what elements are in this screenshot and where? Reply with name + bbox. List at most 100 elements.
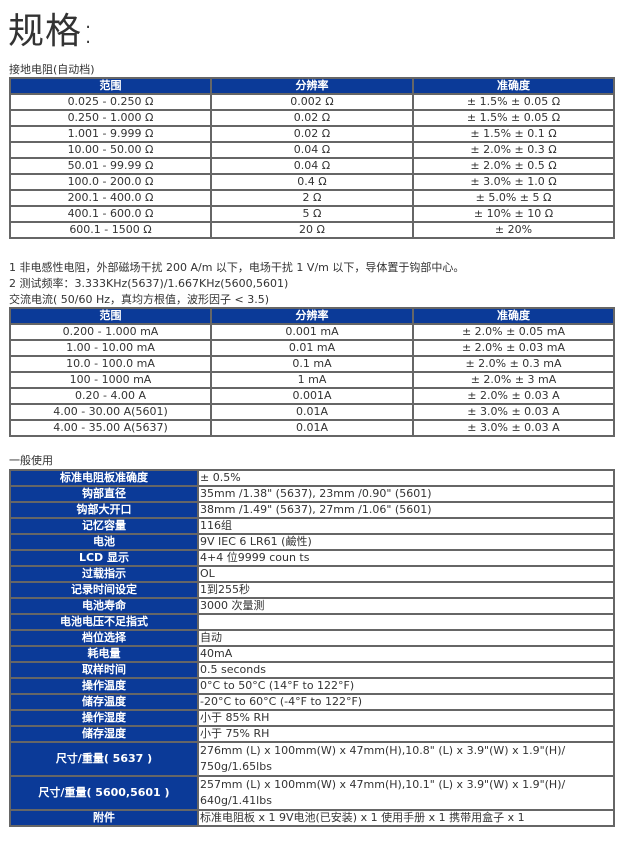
table-row: 4.00 - 30.00 A(5601) 0.01A ± 3.0% ± 0.03 A [9, 403, 615, 421]
cell-resolution: 0.4 Ω [210, 173, 414, 191]
cell-accuracy: ± 2.0% ± 0.3 mA [412, 355, 615, 373]
cell-accuracy: ± 1.5% ± 0.05 Ω [412, 109, 615, 127]
ac-current-table: 范围 分辨率 准确度 0.200 - 1.000 mA 0.001 mA ± 2.0… [9, 307, 615, 437]
spec-label: 储存湿度 [9, 725, 199, 743]
table-row: 0.250 - 1.000 Ω 0.02 Ω ± 1.5% ± 0.05 Ω [9, 109, 615, 127]
spec-row: 电池 9V IEC 6 LR61 (鹼性) [9, 533, 615, 551]
general-caption: 一般使用 [9, 454, 53, 467]
spec-label: 操作温度 [9, 677, 199, 695]
spec-label: 电池 [9, 533, 199, 551]
spec-value: 257mm (L) x 100mm(W) x 47mm(H),10.1" (L)… [197, 775, 615, 811]
ground-resistance-table: 范围 分辨率 准确度 0.025 - 0.250 Ω 0.002 Ω ± 1.5% … [9, 77, 615, 239]
spec-label: 尺寸/重量( 5600,5601 ) [9, 775, 199, 811]
spec-label: LCD 显示 [9, 549, 199, 567]
spec-row: 操作湿度 小于 85% RH [9, 709, 615, 727]
cell-resolution: 1 mA [210, 371, 414, 389]
spec-value: 小于 75% RH [197, 725, 615, 743]
spec-label: 档位选择 [9, 629, 199, 647]
spec-label: 取样时间 [9, 661, 199, 679]
general-spec-table: 标准电阻板准确度 ± 0.5% 钩部直径 35mm /1.38" (5637), 23… [9, 469, 615, 827]
cell-resolution: 20 Ω [210, 221, 414, 239]
spec-value: 0°C to 50°C (14°F to 122°F) [197, 677, 615, 695]
spec-row: 尺寸/重量( 5637 ) 276mm (L) x 100mm(W) x 47mm… [9, 741, 615, 777]
table-row: 100.0 - 200.0 Ω 0.4 Ω ± 3.0% ± 1.0 Ω [9, 173, 615, 191]
cell-accuracy: ± 2.0% ± 0.03 mA [412, 339, 615, 357]
cell-resolution: 0.04 Ω [210, 157, 414, 175]
cell-range: 0.025 - 0.250 Ω [9, 93, 212, 111]
spec-label: 尺寸/重量( 5637 ) [9, 741, 199, 777]
cell-range: 0.20 - 4.00 A [9, 387, 212, 405]
spec-value: 小于 85% RH [197, 709, 615, 727]
cell-resolution: 2 Ω [210, 189, 414, 207]
cell-resolution: 0.001A [210, 387, 414, 405]
table-row: 1.00 - 10.00 mA 0.01 mA ± 2.0% ± 0.03 mA [9, 339, 615, 357]
spec-value: 自动 [197, 629, 615, 647]
spec-row: 储存湿度 小于 75% RH [9, 725, 615, 743]
spec-row: 储存温度 -20°C to 60°C (-4°F to 122°F) [9, 693, 615, 711]
table-row: 0.20 - 4.00 A 0.001A ± 2.0% ± 0.03 A [9, 387, 615, 405]
cell-accuracy: ± 1.5% ± 0.05 Ω [412, 93, 615, 111]
spec-value: 1到255秒 [197, 581, 615, 599]
cell-range: 1.00 - 10.00 mA [9, 339, 212, 357]
cell-accuracy: ± 2.0% ± 0.3 Ω [412, 141, 615, 159]
spec-value: 38mm /1.49" (5637), 27mm /1.06" (5601) [197, 501, 615, 519]
footnote-2: 2 测试频率：3.333KHz(5637)/1.667KHz(5600,5601… [9, 277, 289, 290]
spec-label: 记忆容量 [9, 517, 199, 535]
cell-accuracy: ± 2.0% ± 0.05 mA [412, 323, 615, 341]
footnote-1: 1 非电感性电阻，外部磁场干扰 200 A/m 以下，电场干扰 1 V/m 以下… [9, 261, 465, 274]
cell-resolution: 5 Ω [210, 205, 414, 223]
spec-row: 档位选择 自动 [9, 629, 615, 647]
cell-accuracy: ± 20% [412, 221, 615, 239]
spec-value: 4+4 位9999 coun ts [197, 549, 615, 567]
header-accuracy: 准确度 [412, 307, 615, 325]
spec-label: 标准电阻板准确度 [9, 469, 199, 487]
spec-label: 记录时间设定 [9, 581, 199, 599]
cell-accuracy: ± 3.0% ± 1.0 Ω [412, 173, 615, 191]
table-row: 10.00 - 50.00 Ω 0.04 Ω ± 2.0% ± 0.3 Ω [9, 141, 615, 159]
spec-row: 尺寸/重量( 5600,5601 ) 257mm (L) x 100mm(W) x… [9, 775, 615, 811]
cell-range: 200.1 - 400.0 Ω [9, 189, 212, 207]
cell-accuracy: ± 5.0% ± 5 Ω [412, 189, 615, 207]
cell-resolution: 0.001 mA [210, 323, 414, 341]
cell-range: 10.00 - 50.00 Ω [9, 141, 212, 159]
header-accuracy: 准确度 [412, 77, 615, 95]
spec-row: 过载指示 OL [9, 565, 615, 583]
spec-value: ± 0.5% [197, 469, 615, 487]
spec-label: 电池电压不足指式 [9, 613, 199, 631]
ac-current-caption: 交流电流( 50/60 Hz，真均方根值，波形因子 < 3.5) [9, 293, 270, 306]
table-row: 1.001 - 9.999 Ω 0.02 Ω ± 1.5% ± 0.1 Ω [9, 125, 615, 143]
cell-resolution: 0.01A [210, 419, 414, 437]
cell-accuracy: ± 1.5% ± 0.1 Ω [412, 125, 615, 143]
spec-row: LCD 显示 4+4 位9999 coun ts [9, 549, 615, 567]
spec-row: 取样时间 0.5 seconds [9, 661, 615, 679]
spec-value: 116组 [197, 517, 615, 535]
spec-value [197, 613, 615, 631]
table-header-row: 范围 分辨率 准确度 [9, 77, 615, 95]
spec-value: 0.5 seconds [197, 661, 615, 679]
spec-row: 耗电量 40mA [9, 645, 615, 663]
spec-label: 操作湿度 [9, 709, 199, 727]
table-row: 10.0 - 100.0 mA 0.1 mA ± 2.0% ± 0.3 mA [9, 355, 615, 373]
cell-resolution: 0.02 Ω [210, 109, 414, 127]
spec-value: 276mm (L) x 100mm(W) x 47mm(H),10.8" (L)… [197, 741, 615, 777]
cell-accuracy: ± 2.0% ± 0.5 Ω [412, 157, 615, 175]
spec-label: 钩部大开口 [9, 501, 199, 519]
cell-range: 600.1 - 1500 Ω [9, 221, 212, 239]
header-range: 范围 [9, 77, 212, 95]
spec-value: 3000 次量測 [197, 597, 615, 615]
spec-label: 附件 [9, 809, 199, 827]
cell-accuracy: ± 10% ± 10 Ω [412, 205, 615, 223]
cell-range: 400.1 - 600.0 Ω [9, 205, 212, 223]
cell-accuracy: ± 2.0% ± 0.03 A [412, 387, 615, 405]
spec-row: 操作温度 0°C to 50°C (14°F to 122°F) [9, 677, 615, 695]
spec-row: 钩部直径 35mm /1.38" (5637), 23mm /0.90" (560… [9, 485, 615, 503]
header-resolution: 分辨率 [210, 307, 414, 325]
spec-value: 9V IEC 6 LR61 (鹼性) [197, 533, 615, 551]
spec-row: 标准电阻板准确度 ± 0.5% [9, 469, 615, 487]
table-row: 0.200 - 1.000 mA 0.001 mA ± 2.0% ± 0.05 mA [9, 323, 615, 341]
spec-row: 附件 标准电阻板 x 1 9V电池(已安装) x 1 使用手册 x 1 携带用盒子… [9, 809, 615, 827]
spec-label: 钩部直径 [9, 485, 199, 503]
spec-value: OL [197, 565, 615, 583]
spec-label: 耗电量 [9, 645, 199, 663]
header-range: 范围 [9, 307, 212, 325]
